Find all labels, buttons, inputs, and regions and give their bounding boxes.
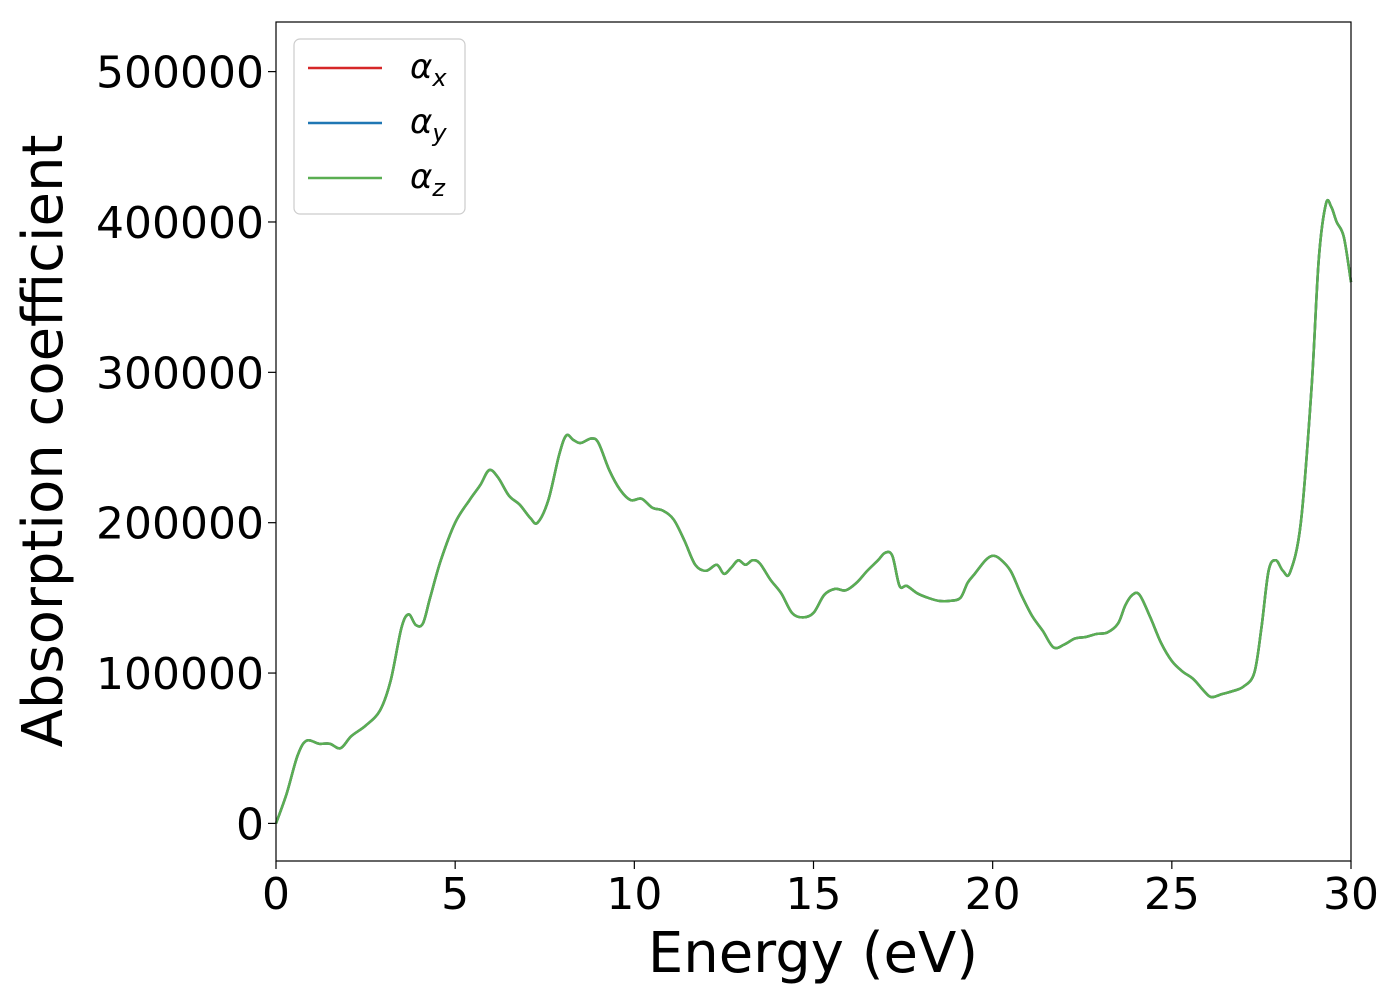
legend-box [293, 38, 466, 215]
y-tick-label: 500000 [96, 48, 264, 99]
legend-label-subscript: z [431, 174, 446, 202]
x-tick-label: 20 [965, 869, 1021, 920]
x-tick-label: 5 [441, 869, 469, 920]
x-tick-label: 10 [606, 869, 662, 920]
legend-label-z: αz [410, 157, 446, 202]
series-line-z [274, 198, 1353, 824]
y-tick-label: 100000 [96, 649, 264, 700]
x-tick-label: 15 [786, 869, 842, 920]
legend-label-subscript: x [431, 64, 447, 92]
legend-label-y: αy [410, 102, 447, 147]
x-tick-label: 30 [1323, 869, 1379, 920]
legend-label-base: α [410, 157, 432, 197]
y-tick-label: 300000 [96, 348, 264, 399]
legend-label-base: α [410, 102, 432, 142]
y-axis-title: Absorption coefficient [11, 135, 76, 748]
y-tick-label: 200000 [96, 499, 264, 550]
x-tick-label: 25 [1144, 869, 1200, 920]
y-axis-ticks: 0 100000 200000 300000 400000 500000 [96, 48, 276, 850]
y-tick-label: 0 [236, 799, 264, 850]
plot-frame [275, 21, 1352, 862]
legend-label-subscript: y [431, 119, 447, 147]
x-axis-ticks: 0 5 10 15 20 25 30 [262, 861, 1379, 920]
legend-label-x: αx [410, 47, 447, 92]
series-layer [274, 198, 1353, 824]
legend-label-base: α [410, 47, 432, 87]
x-tick-label: 0 [262, 869, 290, 920]
y-tick-label: 400000 [96, 198, 264, 249]
x-axis-title: Energy (eV) [648, 921, 978, 986]
